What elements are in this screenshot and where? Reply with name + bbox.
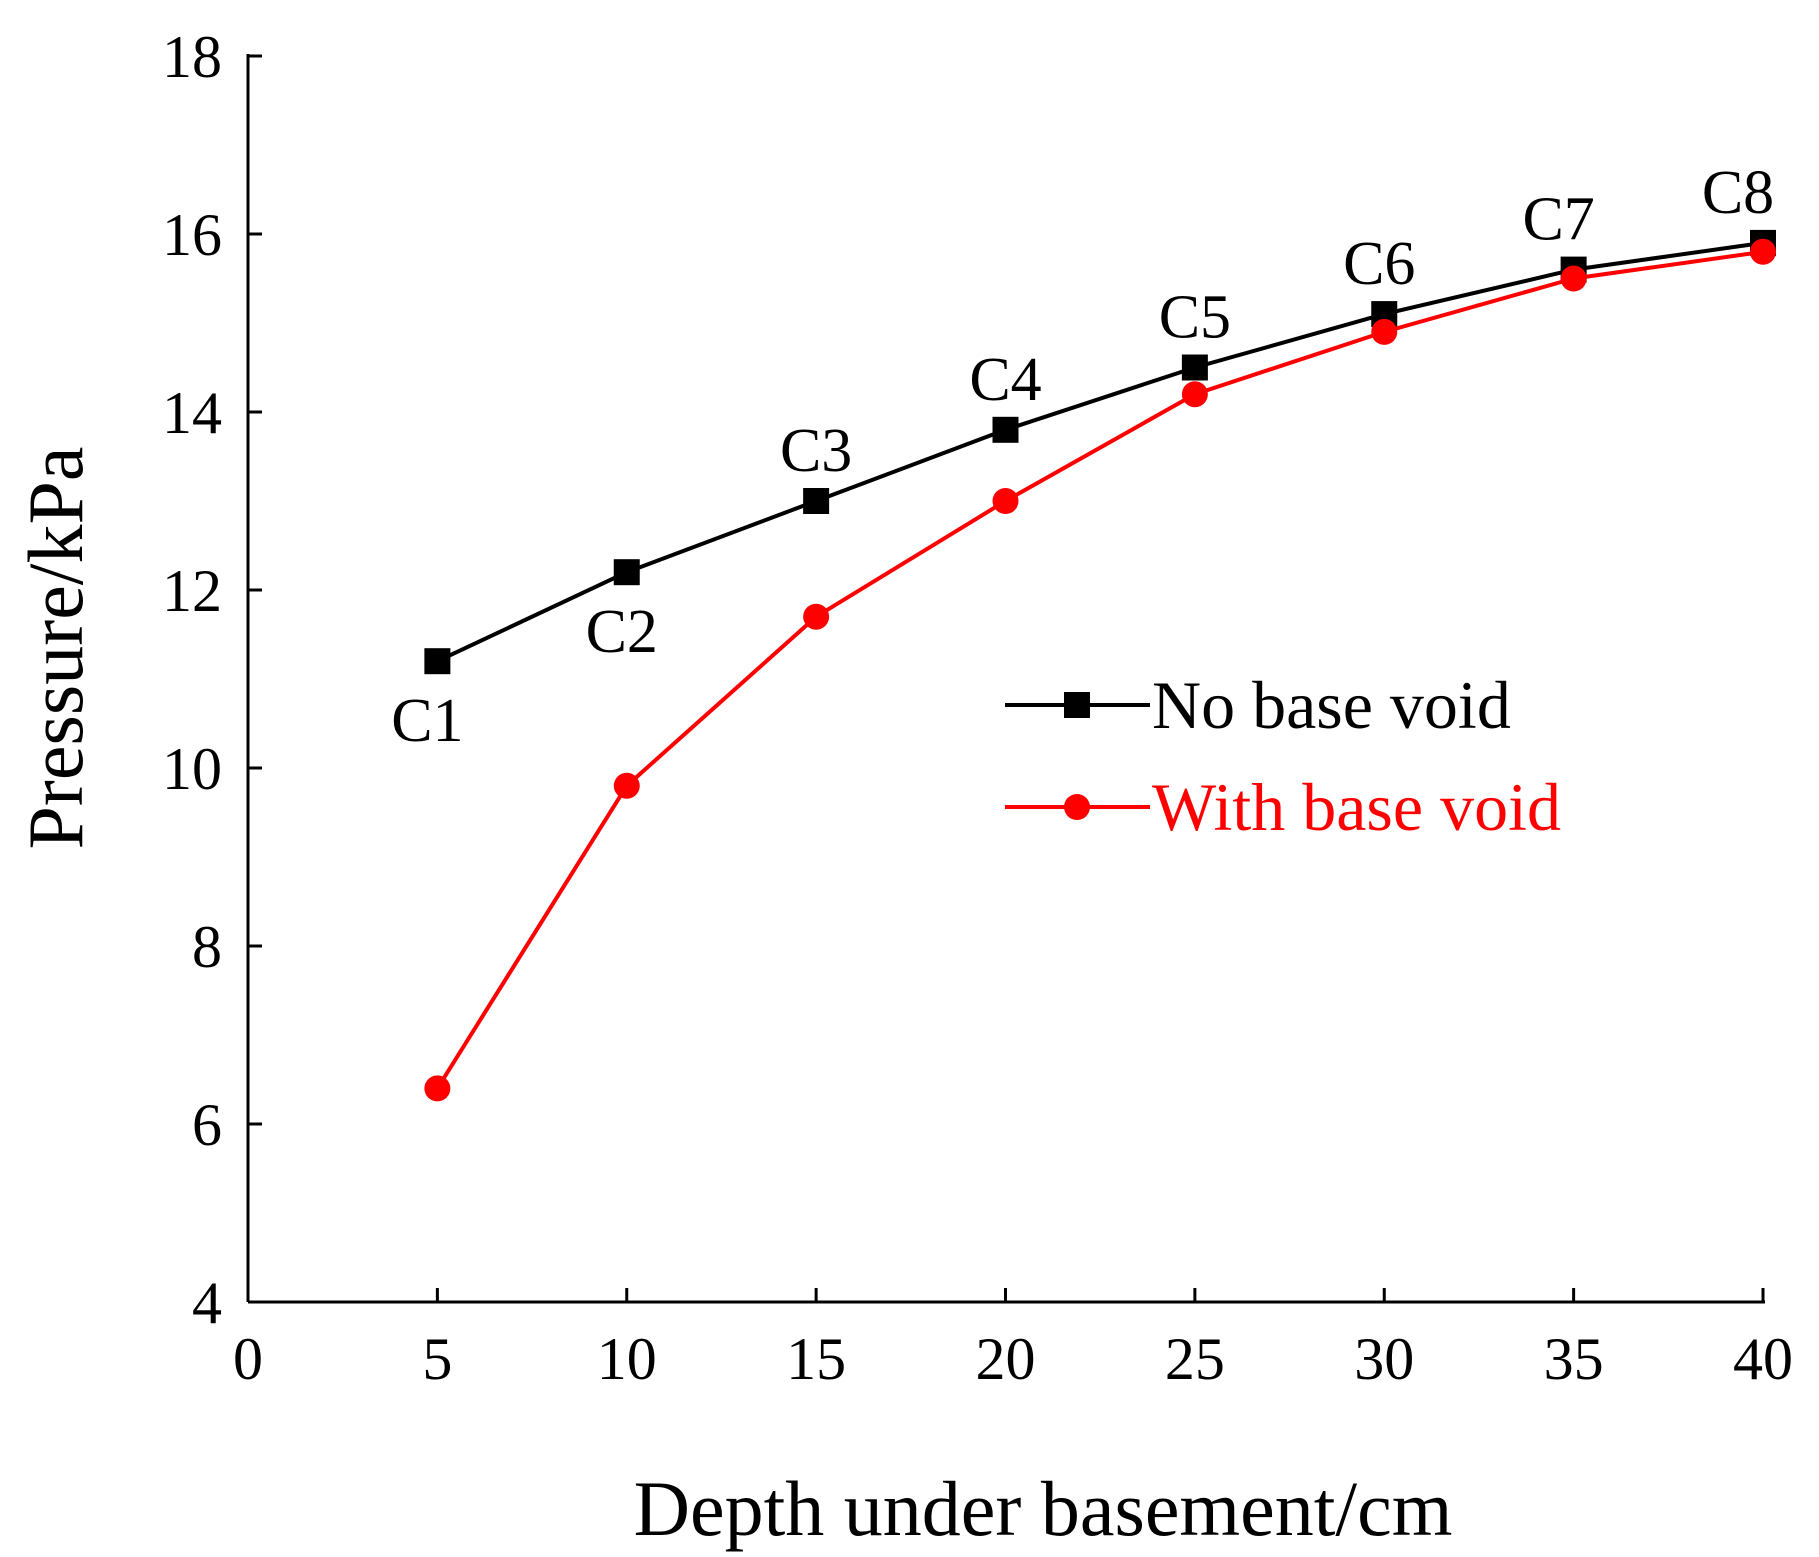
x-tick-label: 0 <box>233 1326 263 1392</box>
point-label: C3 <box>780 417 852 485</box>
legend-marker-square <box>1064 692 1090 718</box>
x-tick-label: 20 <box>976 1326 1036 1392</box>
data-point-with-base-void <box>613 772 640 799</box>
data-point-with-base-void <box>1560 265 1587 292</box>
x-tick-label: 40 <box>1733 1326 1793 1392</box>
point-label: C4 <box>969 346 1041 414</box>
legend-entry-no-base-void: No base void <box>1005 667 1511 743</box>
y-tick-label: 12 <box>162 558 222 624</box>
y-tick-label: 10 <box>162 736 222 802</box>
x-axis-title: Depth under basement/cm <box>634 1465 1453 1552</box>
x-axis-ticks: 0 5 10 15 20 25 30 35 40 <box>233 1288 1793 1392</box>
data-point-no-base-void <box>992 416 1019 443</box>
series-layer <box>424 229 1776 1102</box>
y-tick-label: 4 <box>192 1270 222 1336</box>
y-axis-ticks: 4 6 8 10 12 14 16 18 <box>162 24 262 1336</box>
x-tick-label: 15 <box>786 1326 846 1392</box>
point-label: C1 <box>391 687 463 755</box>
point-label: C2 <box>586 598 658 666</box>
legend: No base void With base void <box>1005 667 1561 845</box>
data-point-with-base-void <box>992 488 1019 514</box>
point-labels: C1 C2 C3 C4 C5 C6 C7 C8 <box>391 159 1774 755</box>
y-tick-label: 14 <box>162 380 222 446</box>
y-tick-label: 18 <box>162 24 222 90</box>
data-point-with-base-void <box>1750 238 1776 265</box>
legend-label-with-base-void: With base void <box>1152 769 1561 845</box>
x-tick-label: 10 <box>597 1326 657 1392</box>
y-tick-label: 8 <box>192 914 222 980</box>
data-point-with-base-void <box>1181 381 1208 408</box>
data-point-with-base-void <box>1371 318 1398 345</box>
point-label: C6 <box>1343 230 1415 298</box>
data-point-no-base-void <box>803 488 830 514</box>
legend-label-no-base-void: No base void <box>1152 667 1511 743</box>
data-point-with-base-void <box>424 1075 451 1102</box>
data-point-no-base-void <box>424 648 451 675</box>
y-axis-title: Pressure/kPa <box>12 447 99 850</box>
x-tick-label: 5 <box>422 1326 452 1392</box>
x-tick-label: 30 <box>1354 1326 1414 1392</box>
y-tick-label: 16 <box>162 202 222 268</box>
y-tick-label: 6 <box>192 1092 222 1158</box>
series-line-no-base-void <box>436 240 1764 664</box>
x-tick-label: 35 <box>1544 1326 1604 1392</box>
x-tick-label: 25 <box>1165 1326 1225 1392</box>
data-point-no-base-void <box>1181 354 1208 381</box>
legend-marker-circle <box>1064 794 1090 820</box>
data-point-no-base-void <box>613 559 640 586</box>
data-point-with-base-void <box>803 603 830 630</box>
legend-entry-with-base-void: With base void <box>1005 769 1561 845</box>
point-label: C7 <box>1522 186 1594 254</box>
point-label: C8 <box>1702 159 1774 227</box>
point-label: C5 <box>1159 284 1231 352</box>
series-line-with-base-void <box>435 249 1764 1090</box>
